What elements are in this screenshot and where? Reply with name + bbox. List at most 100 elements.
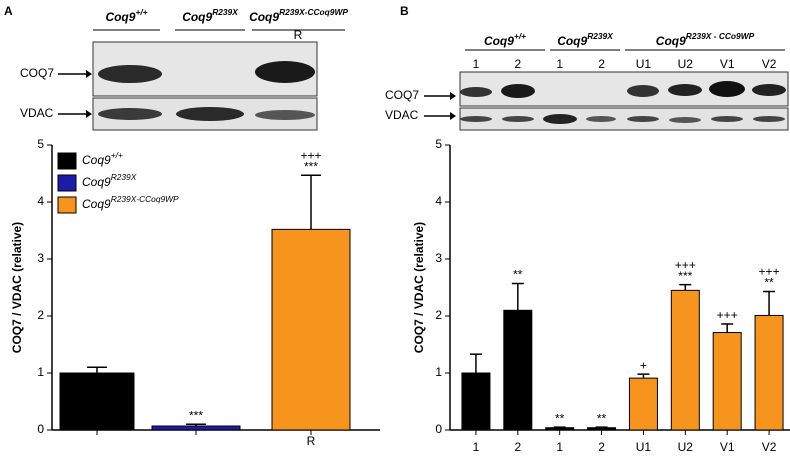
blot-group-label-sup: R239X - CCo9WP bbox=[686, 31, 755, 41]
panel-letter: B bbox=[400, 4, 409, 18]
significance-mark: ** bbox=[555, 411, 565, 425]
band bbox=[627, 116, 659, 122]
x-tick-label: 2 bbox=[514, 440, 521, 454]
bar bbox=[712, 332, 742, 431]
lane-label: V1 bbox=[720, 57, 735, 71]
band bbox=[502, 116, 534, 122]
blot-group-label: Coq9R239X bbox=[557, 31, 613, 48]
lane-label: U1 bbox=[636, 57, 652, 71]
lane-label: 1 bbox=[556, 57, 563, 71]
panel-letter: A bbox=[4, 4, 13, 18]
x-tick-label: U1 bbox=[636, 440, 652, 454]
x-tick-label: U2 bbox=[678, 440, 694, 454]
x-tick-label: 2 bbox=[598, 440, 605, 454]
band bbox=[255, 61, 315, 83]
x-tick-label: 1 bbox=[556, 440, 563, 454]
significance-mark: *** bbox=[304, 159, 318, 173]
blot-row-label: COQ7 bbox=[20, 66, 54, 80]
band bbox=[501, 84, 535, 98]
band bbox=[176, 107, 244, 121]
legend-label-sup: +/+ bbox=[111, 150, 123, 160]
bar bbox=[151, 425, 241, 431]
arrow-head bbox=[450, 112, 456, 120]
band bbox=[460, 116, 492, 122]
y-tick-label: 4 bbox=[37, 194, 44, 208]
x-tick-label: V2 bbox=[762, 440, 777, 454]
bar bbox=[670, 289, 700, 431]
blot-row-label: COQ7 bbox=[385, 88, 419, 102]
band bbox=[669, 117, 701, 123]
band bbox=[98, 65, 162, 83]
y-tick-label: 1 bbox=[435, 365, 442, 379]
legend-swatch bbox=[57, 152, 77, 170]
y-tick-label: 5 bbox=[435, 137, 442, 151]
y-tick-label: 3 bbox=[435, 251, 442, 265]
arrow-head bbox=[450, 92, 456, 100]
blot-group-label-base: Coq9 bbox=[557, 34, 587, 48]
band bbox=[543, 114, 577, 124]
y-tick-label: 0 bbox=[37, 422, 44, 436]
band bbox=[711, 116, 743, 122]
bar bbox=[628, 377, 658, 431]
significance-mark: ** bbox=[764, 276, 774, 290]
lane-label: 2 bbox=[514, 57, 521, 71]
y-axis-label: COQ7 / VDAC (relative) bbox=[412, 222, 426, 353]
lane-label: 2 bbox=[598, 57, 605, 71]
bar bbox=[461, 372, 491, 431]
blot-group-label-base: Coq9 bbox=[182, 10, 212, 24]
bar bbox=[59, 372, 135, 431]
blot-group-label: Coq9+/+ bbox=[484, 31, 526, 48]
blot-group-label-base: Coq9 bbox=[105, 10, 135, 24]
x-tick-label: R bbox=[307, 434, 316, 448]
band bbox=[709, 81, 745, 97]
legend-label-sup: R239X-CCoq9WP bbox=[111, 194, 179, 204]
y-tick-label: 0 bbox=[435, 422, 442, 436]
y-tick-label: 2 bbox=[435, 308, 442, 322]
lane-label: U2 bbox=[678, 57, 694, 71]
band bbox=[460, 87, 492, 97]
blot-group-label: Coq9R239X-CCoq9WP bbox=[249, 7, 348, 24]
blot-group-label: Coq9+/+ bbox=[105, 7, 147, 24]
legend-label: Coq9R239X-CCoq9WP bbox=[82, 194, 179, 211]
blot-group-label-base: Coq9 bbox=[484, 34, 514, 48]
significance-mark: *** bbox=[678, 269, 692, 283]
significance-mark: +++ bbox=[675, 258, 696, 272]
band bbox=[255, 110, 315, 120]
significance-mark: ** bbox=[513, 268, 523, 282]
blot-group-label-base: Coq9 bbox=[249, 10, 279, 24]
blot-row-label: VDAC bbox=[20, 106, 54, 120]
lane-label: R bbox=[294, 28, 303, 42]
bar bbox=[587, 427, 617, 431]
y-tick-label: 2 bbox=[37, 308, 44, 322]
blot-group-label-sup: R239X-CCoq9WP bbox=[279, 7, 348, 17]
y-axis-label: COQ7 / VDAC (relative) bbox=[10, 222, 24, 353]
bar bbox=[545, 427, 575, 431]
legend-label-base: Coq9 bbox=[82, 153, 111, 167]
blot-group-label: Coq9R239X bbox=[182, 7, 238, 24]
lane-label: V2 bbox=[762, 57, 777, 71]
arrow-head bbox=[86, 70, 92, 78]
blot-group-label-sup: R239X bbox=[587, 31, 613, 41]
band bbox=[627, 85, 659, 97]
bar bbox=[754, 314, 784, 431]
x-tick-label: V1 bbox=[720, 440, 735, 454]
bar bbox=[503, 309, 533, 431]
band bbox=[98, 108, 162, 120]
bar bbox=[271, 228, 351, 431]
significance-mark: *** bbox=[189, 408, 203, 422]
lane-label: 1 bbox=[473, 57, 480, 71]
blot-group-label-base: Coq9 bbox=[656, 34, 686, 48]
band bbox=[668, 84, 702, 96]
legend-label: Coq9R239X bbox=[82, 172, 137, 189]
blot-group-label-sup: +/+ bbox=[514, 31, 526, 41]
blot-group-label-sup: R239X bbox=[212, 7, 238, 17]
significance-mark: +++ bbox=[759, 265, 780, 279]
blot-group-label: Coq9R239X - CCo9WP bbox=[656, 31, 755, 48]
significance-mark: + bbox=[640, 358, 647, 372]
legend-swatch bbox=[57, 174, 77, 192]
arrow-head bbox=[86, 110, 92, 118]
significance-mark: +++ bbox=[717, 308, 738, 322]
band bbox=[586, 116, 616, 122]
